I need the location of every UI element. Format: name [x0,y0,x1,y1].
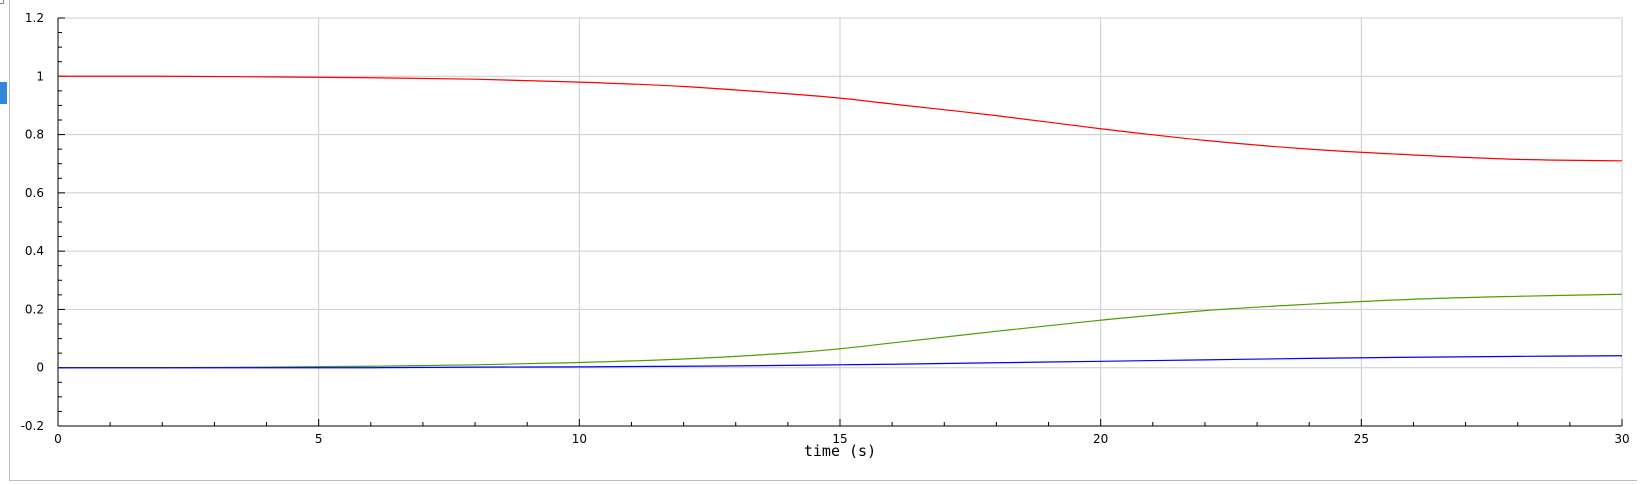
side-panel-tab[interactable] [0,82,7,104]
y-tick-label: 0.8 [25,128,44,142]
y-tick-label: 0.2 [25,302,44,316]
x-tick-label: 15 [832,432,847,446]
y-tick-label: 1.2 [25,11,44,25]
plot-frame [9,0,1637,481]
y-tick-label: 0 [36,361,44,375]
y-tick-labels: -0.2 0 0.2 0.4 0.6 0.8 1 1.2 [21,11,44,433]
x-axis-title: time (s) [804,442,876,460]
tick-marks [57,17,1623,427]
x-tick-label: 30 [1614,432,1629,446]
series-line-3 [58,355,1623,369]
y-tick-label: 0.6 [25,186,44,200]
x-tick-label: 25 [1354,432,1369,446]
x-tick-label: 0 [54,432,62,446]
grid-lines [58,17,1623,427]
series-line-1 [57,75,1623,162]
x-tick-label: 10 [572,432,587,446]
series-lines [57,75,1623,369]
x-tick-labels: 0 5 10 15 20 25 30 [54,432,1629,446]
y-tick-label: -0.2 [21,419,44,433]
x-tick-label: 5 [315,432,323,446]
x-tick-label: 20 [1093,432,1108,446]
y-tick-label: 1 [36,69,44,83]
window-corner-mark [0,0,4,4]
y-tick-label: 0.4 [25,244,44,258]
series-line-2 [57,293,1623,369]
